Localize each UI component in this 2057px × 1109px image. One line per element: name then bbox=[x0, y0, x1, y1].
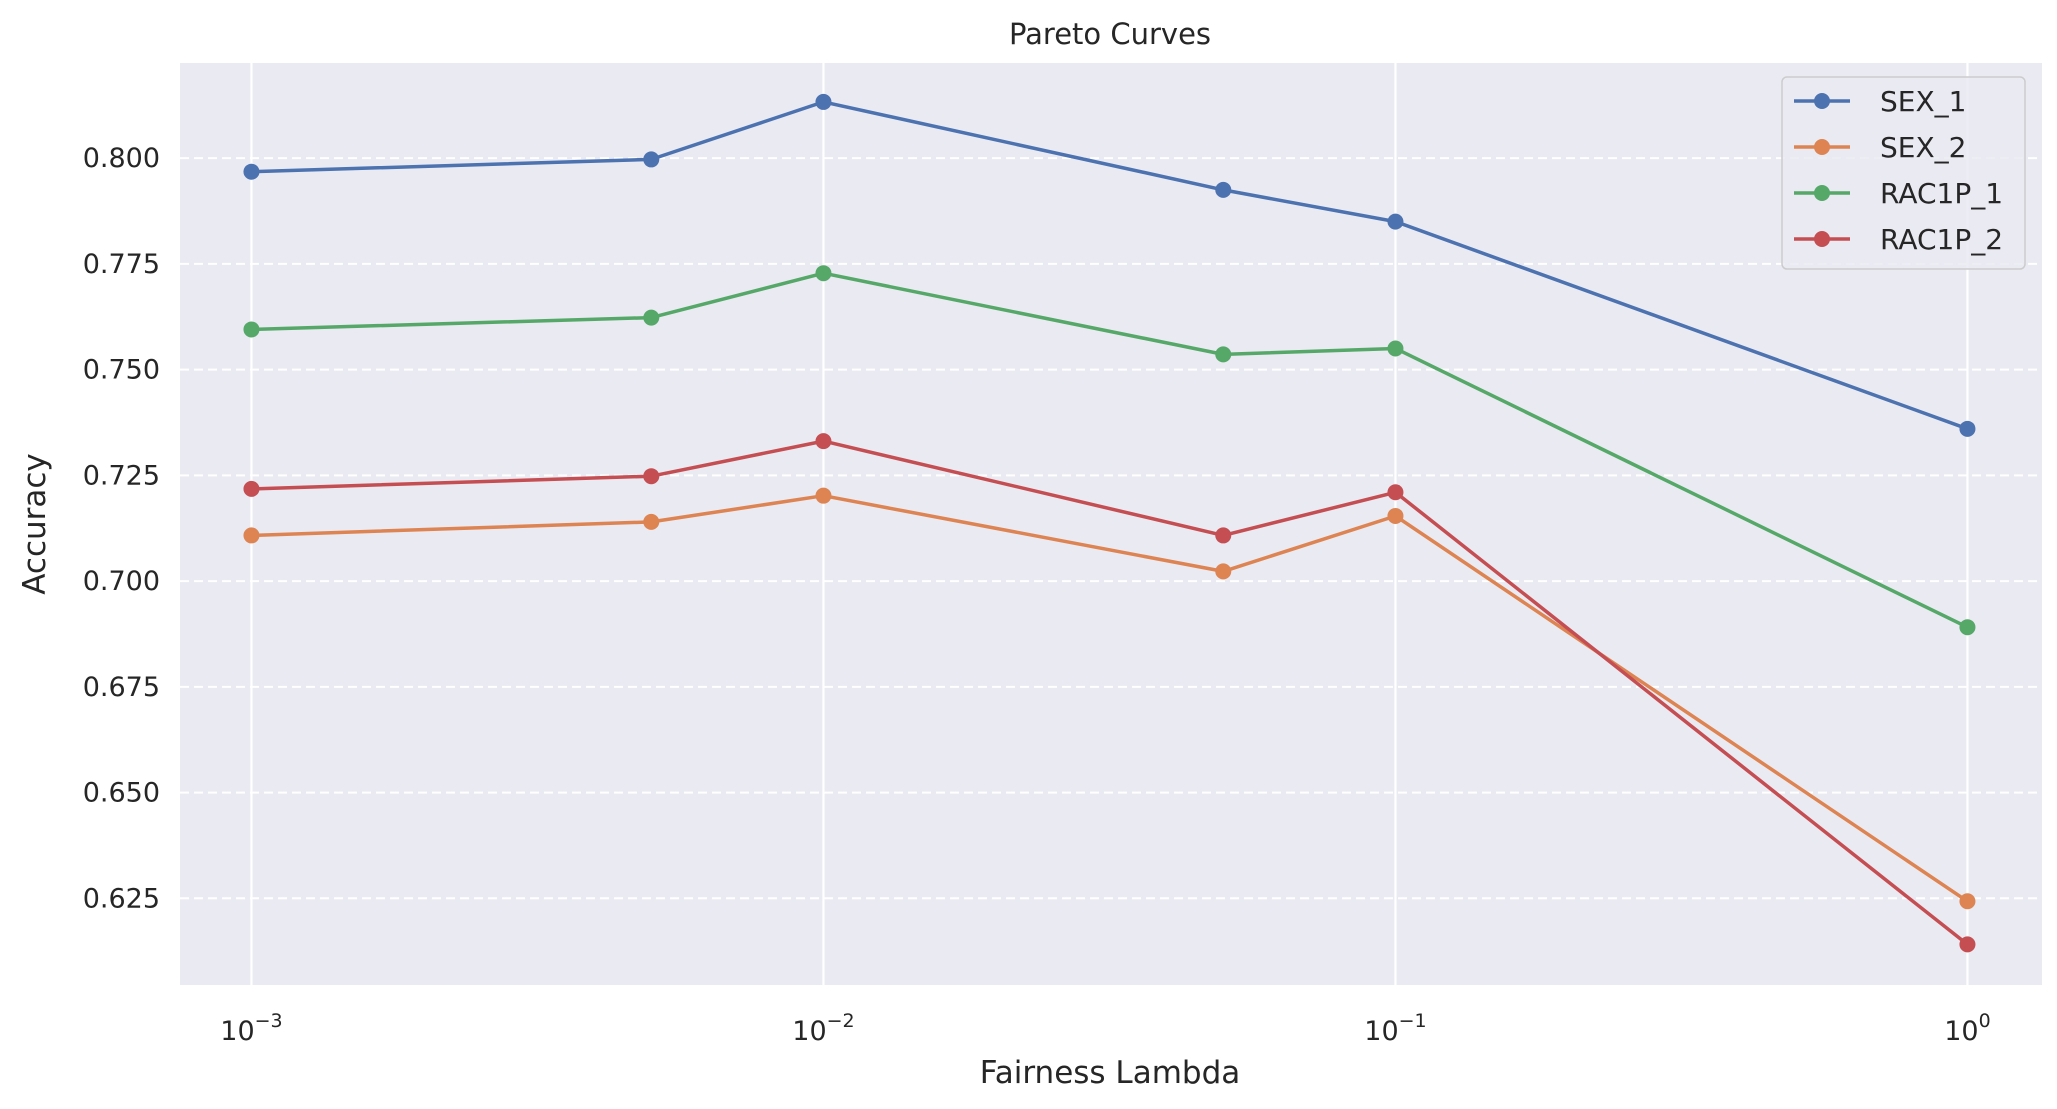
series-line bbox=[251, 493, 1969, 903]
data-point bbox=[1387, 213, 1404, 230]
series-rac1p-1 bbox=[243, 265, 1976, 636]
data-point bbox=[643, 309, 660, 326]
data-point bbox=[643, 468, 660, 485]
y-tick-label: 0.650 bbox=[83, 778, 160, 809]
series-line bbox=[251, 271, 1969, 629]
chart-title: Pareto Curves bbox=[1009, 17, 1211, 51]
legend-item: SEX_2 bbox=[1794, 131, 1966, 164]
data-point bbox=[243, 527, 260, 544]
series-line bbox=[251, 100, 1968, 431]
y-tick-label: 0.625 bbox=[83, 883, 160, 914]
data-point bbox=[1959, 936, 1976, 953]
legend-marker bbox=[1814, 231, 1830, 247]
plot-area bbox=[180, 63, 2042, 985]
data-point bbox=[1215, 527, 1232, 544]
legend-item: RAC1P_2 bbox=[1794, 223, 2003, 256]
series-rac1p-2 bbox=[243, 433, 1976, 953]
legend: SEX_1 SEX_2 RAC1P_1 RAC1P_2 bbox=[1781, 76, 2026, 270]
legend-label: SEX_2 bbox=[1880, 131, 1966, 164]
data-point bbox=[1959, 619, 1976, 636]
x-tick-label: 100 bbox=[1944, 1010, 1990, 1047]
series-line bbox=[251, 439, 1969, 946]
y-tick-label: 0.750 bbox=[83, 355, 160, 386]
legend-marker bbox=[1814, 185, 1830, 201]
legend-label: RAC1P_2 bbox=[1880, 223, 2003, 256]
data-point bbox=[1387, 340, 1404, 357]
x-axis-label: Fairness Lambda bbox=[980, 1055, 1241, 1091]
data-point bbox=[815, 93, 832, 110]
x-tick-label: 10−1 bbox=[1364, 1010, 1426, 1047]
x-tick-label: 10−2 bbox=[792, 1010, 854, 1047]
x-tick-label: 10−3 bbox=[220, 1010, 282, 1047]
legend-item: RAC1P_1 bbox=[1794, 177, 2003, 210]
data-point bbox=[1959, 420, 1976, 437]
data-point bbox=[1387, 507, 1404, 524]
data-point bbox=[643, 151, 660, 168]
legend-frame bbox=[1781, 76, 2026, 270]
data-point bbox=[815, 487, 832, 504]
data-point bbox=[815, 265, 832, 282]
data-point bbox=[243, 480, 260, 497]
y-axis-label: Accuracy bbox=[17, 453, 53, 595]
y-tick-label: 0.725 bbox=[83, 460, 160, 491]
data-point bbox=[1387, 484, 1404, 501]
data-point bbox=[1215, 346, 1232, 363]
data-point bbox=[643, 513, 660, 530]
data-point bbox=[1215, 181, 1232, 198]
data-point bbox=[1959, 893, 1976, 910]
series-sex-2 bbox=[243, 487, 1976, 910]
legend-marker bbox=[1814, 139, 1830, 155]
legend-item: SEX_1 bbox=[1794, 85, 1966, 118]
y-tick-label: 0.800 bbox=[83, 143, 160, 174]
data-point bbox=[815, 433, 832, 450]
y-tick-label: 0.675 bbox=[83, 672, 160, 703]
series-sex-1 bbox=[243, 93, 1976, 437]
legend-marker bbox=[1814, 93, 1830, 109]
y-tick-label: 0.700 bbox=[83, 566, 160, 597]
data-point bbox=[1215, 563, 1232, 580]
y-tick-label: 0.775 bbox=[83, 249, 160, 280]
data-point bbox=[243, 321, 260, 338]
data-point bbox=[243, 163, 260, 180]
legend-label: RAC1P_1 bbox=[1880, 177, 2003, 210]
legend-label: SEX_1 bbox=[1880, 85, 1966, 118]
